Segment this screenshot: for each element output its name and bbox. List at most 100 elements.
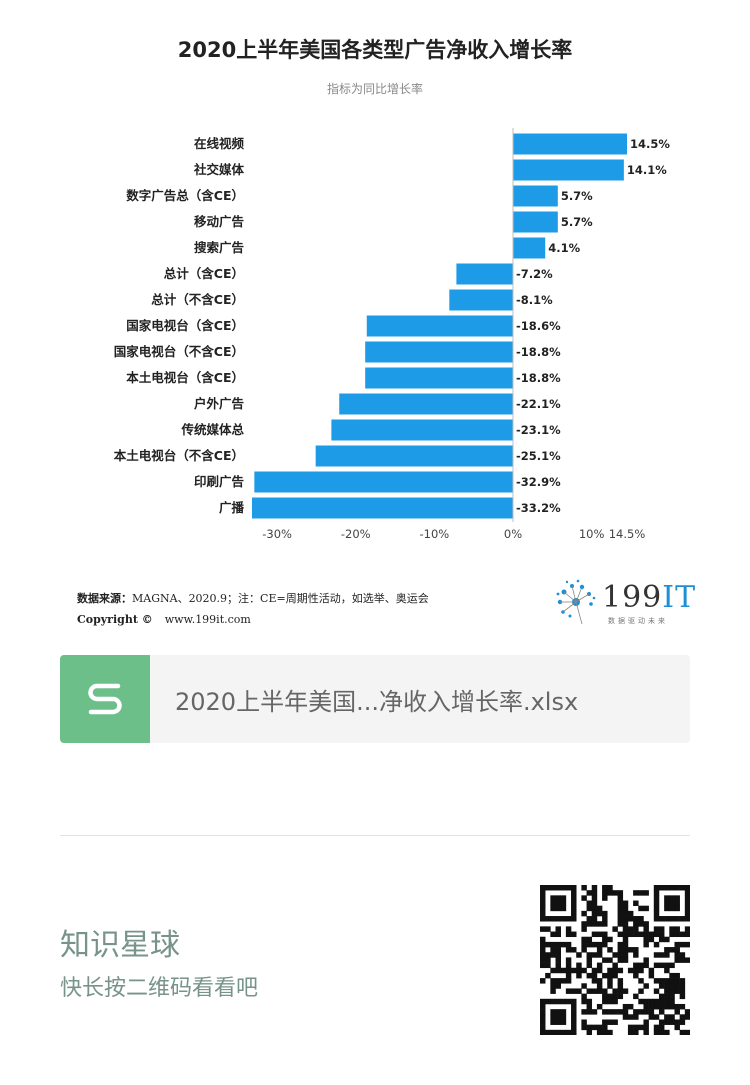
qr-module — [550, 885, 556, 891]
qr-module — [540, 1009, 546, 1015]
data-label: 14.5% — [630, 137, 670, 151]
qr-module — [540, 885, 546, 891]
qr-module — [669, 983, 675, 989]
x-tick-label: -20% — [341, 527, 371, 541]
qr-module — [560, 885, 567, 891]
qr-module — [540, 926, 546, 932]
qr-module — [586, 1003, 593, 1010]
qr-module — [633, 900, 639, 906]
qr-module — [540, 1024, 546, 1031]
copyright-line: Copyright © www.199it.com — [77, 609, 429, 630]
qr-module — [586, 972, 593, 979]
qr-module — [653, 998, 660, 1005]
qr-module — [571, 1019, 577, 1025]
qr-module — [550, 1029, 556, 1035]
qr-module — [622, 905, 629, 912]
logo-199it: 199IT 数据驱动未来 — [552, 578, 695, 628]
qr-module — [540, 900, 546, 906]
qr-module — [565, 941, 572, 948]
category-label: 总计（含CE） — [164, 266, 244, 281]
qr-module — [607, 993, 613, 1000]
qr-module — [617, 895, 624, 901]
qr-module — [664, 962, 670, 969]
qr-module — [612, 890, 618, 896]
qr-module — [643, 962, 649, 969]
qr-module — [684, 885, 690, 891]
qr-module — [581, 1019, 587, 1025]
file-attachment-card[interactable]: 2020上半年美国...净收入增长率.xlsx — [60, 655, 690, 743]
bar — [513, 133, 627, 155]
qr-module — [555, 952, 561, 958]
qr-module — [540, 910, 546, 917]
qr-module — [684, 1009, 690, 1015]
qr-module — [586, 905, 593, 912]
qr-module — [565, 998, 572, 1005]
qr-module — [540, 952, 546, 958]
qr-module — [545, 998, 551, 1005]
qr-module — [602, 993, 608, 1000]
qr-module — [664, 905, 670, 912]
qr-module — [540, 1014, 546, 1020]
qr-module — [540, 890, 546, 896]
qr-module — [653, 931, 660, 938]
qr-module — [581, 967, 587, 974]
qr-module — [653, 1014, 660, 1020]
qr-module — [617, 941, 624, 948]
qr-code-icon[interactable] — [540, 885, 690, 1035]
qr-module — [607, 1009, 613, 1015]
qr-module — [612, 962, 618, 969]
qr-module — [627, 910, 634, 917]
qr-module — [669, 905, 675, 912]
bar — [513, 237, 546, 259]
qr-module — [643, 936, 649, 943]
qr-module — [664, 1029, 670, 1035]
qr-module — [591, 988, 598, 994]
qr-module — [684, 931, 690, 938]
bar-chart: 在线视频 14.5% 社交媒体 14.1% 数字广告总（含CE） 5.7% 移动广告 5.7%… — [114, 128, 670, 541]
qr-module — [674, 941, 680, 948]
qr-module — [674, 900, 680, 906]
qr-module — [596, 941, 603, 948]
qr-module — [596, 962, 603, 969]
qr-module — [591, 931, 598, 938]
qr-module — [550, 947, 556, 953]
qr-module — [669, 947, 675, 953]
qr-module — [612, 972, 618, 979]
category-label: 国家电视台（含CE） — [126, 318, 244, 333]
qr-module — [627, 1029, 634, 1035]
bar — [331, 419, 513, 441]
x-tick-label: -10% — [420, 527, 450, 541]
qr-module — [591, 890, 598, 896]
qr-module — [555, 978, 561, 984]
qr-module — [648, 1009, 655, 1015]
data-label: -18.8% — [516, 371, 561, 385]
qr-module — [612, 1009, 618, 1015]
qr-module — [684, 900, 690, 906]
qr-module — [669, 926, 675, 932]
qr-module — [550, 895, 556, 901]
source-label: 数据来源： — [77, 592, 132, 605]
bar — [315, 445, 513, 467]
qr-module — [653, 1003, 660, 1010]
qr-module — [581, 983, 587, 989]
qr-module — [586, 1009, 593, 1015]
qr-module — [602, 1009, 608, 1015]
qr-module — [586, 890, 593, 896]
qr-module — [622, 921, 629, 927]
qr-module — [555, 947, 561, 953]
qr-module — [684, 1029, 690, 1035]
qr-module — [581, 998, 587, 1005]
category-label: 印刷广告 — [194, 474, 245, 489]
qr-module — [664, 952, 670, 958]
qr-module — [602, 941, 608, 948]
category-label: 社交媒体 — [193, 162, 245, 177]
qr-module — [617, 978, 624, 984]
qr-module — [638, 890, 644, 896]
qr-module — [602, 895, 608, 901]
qr-module — [555, 931, 561, 938]
qr-module — [565, 972, 572, 979]
qr-module — [550, 978, 556, 984]
qr-module — [617, 921, 624, 927]
qr-module — [617, 957, 624, 963]
qr-module — [622, 1003, 629, 1010]
